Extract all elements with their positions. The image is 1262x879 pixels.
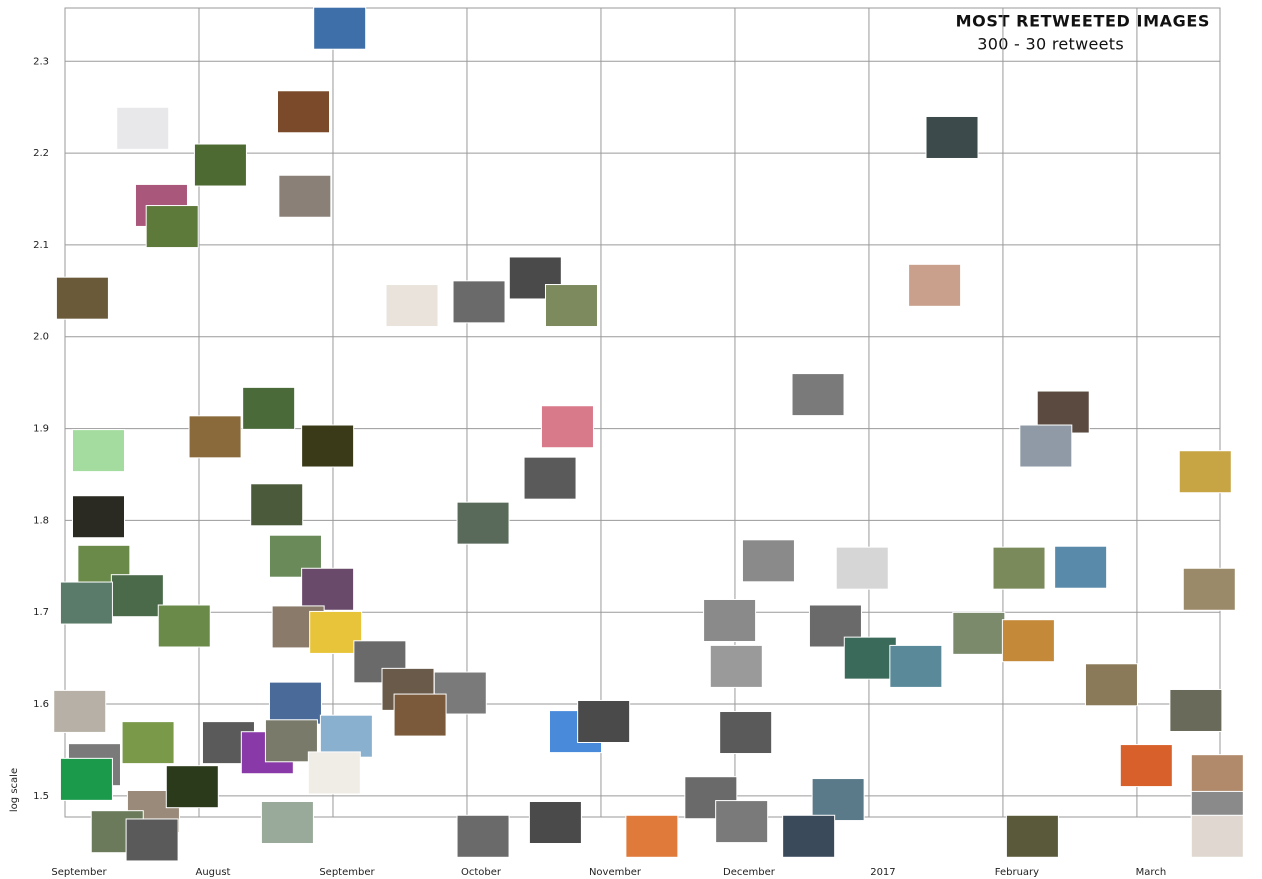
image-thumbnail [528,801,582,845]
x-tick-label: September [319,867,375,878]
image-thumbnail [242,386,296,430]
image-thumbnail [1190,754,1244,798]
image-thumbnail [1019,424,1073,468]
image-thumbnail [301,567,355,611]
image-thumbnail [835,546,889,590]
y-tick-label: 2.0 [33,332,49,343]
image-thumbnail [719,711,773,755]
image-thumbnail [71,429,125,473]
y-tick-label: 2.3 [33,56,49,67]
image-thumbnail [544,284,598,328]
image-thumbnail [952,611,1006,655]
image-thumbnail [452,280,506,324]
image-thumbnail [188,415,242,459]
image-thumbnail [110,574,164,618]
image-thumbnail [301,424,355,468]
image-thumbnail [393,693,447,737]
image-thumbnail [59,757,113,801]
image-thumbnail [741,539,795,583]
x-tick-label: September [51,867,107,878]
image-thumbnail [925,115,979,159]
y-tick-label: 1.9 [33,424,49,435]
image-thumbnail [250,483,304,527]
x-tick-label: 2017 [870,867,895,878]
chart-subtitle: 300 - 30 retweets [977,35,1124,54]
image-thumbnail [843,636,897,680]
image-thumbnail [992,546,1046,590]
image-thumbnail [540,405,594,449]
image-thumbnail [116,106,170,150]
image-thumbnail [456,814,510,858]
image-thumbnail [577,699,631,743]
image-thumbnail [1119,744,1173,788]
image-thumbnail [55,276,109,320]
image-thumbnail [811,778,865,822]
y-tick-label: 1.8 [33,515,49,526]
image-thumbnail [782,814,836,858]
image-thumbnail [125,818,179,862]
x-tick-label: March [1136,867,1166,878]
image-thumbnail [703,598,757,642]
image-thumbnail [908,263,962,307]
chart-title: MOST RETWEETED IMAGES [956,12,1210,31]
y-tick-label: 1.5 [33,791,49,802]
image-thumbnail [193,143,247,187]
image-thumbnail [59,581,113,625]
image-thumbnail [625,814,679,858]
image-thumbnail [1190,814,1244,858]
image-thumbnail [456,501,510,545]
y-axis-label: log scale [9,768,20,812]
image-thumbnail [260,801,314,845]
image-thumbnail [145,205,199,249]
image-thumbnail [307,751,361,795]
image-thumbnail [309,610,363,654]
x-tick-label: February [995,867,1039,878]
image-thumbnail [313,6,367,50]
image-thumbnail [157,604,211,648]
y-tick-label: 1.7 [33,607,49,618]
image-thumbnail [1169,688,1223,732]
y-tick-label: 2.1 [33,240,49,251]
x-tick-label: December [723,867,776,878]
image-thumbnail [1001,619,1055,663]
image-thumbnail [709,644,763,688]
image-thumbnail [165,765,219,809]
y-tick-label: 1.6 [33,699,49,710]
image-thumbnail [268,681,322,725]
x-tick-label: November [589,867,642,878]
image-thumbnail [53,689,107,733]
image-thumbnail [1084,663,1138,707]
image-thumbnail [121,721,175,765]
x-tick-label: October [461,867,502,878]
image-thumbnail [523,456,577,500]
image-thumbnail [1182,567,1236,611]
image-thumbnail [385,284,439,328]
image-thumbnail [889,644,943,688]
x-tick-label: August [195,867,230,878]
image-thumbnail [1054,545,1108,589]
y-tick-label: 2.2 [33,148,49,159]
image-thumbnail [715,800,769,844]
image-thumbnail [278,174,332,218]
image-thumbnail [1178,450,1232,494]
image-thumbnail [71,495,125,539]
image-thumbnail [277,90,331,134]
image-thumbnail [791,373,845,417]
image-thumbnail [319,714,373,758]
image-thumbnail [1005,814,1059,858]
